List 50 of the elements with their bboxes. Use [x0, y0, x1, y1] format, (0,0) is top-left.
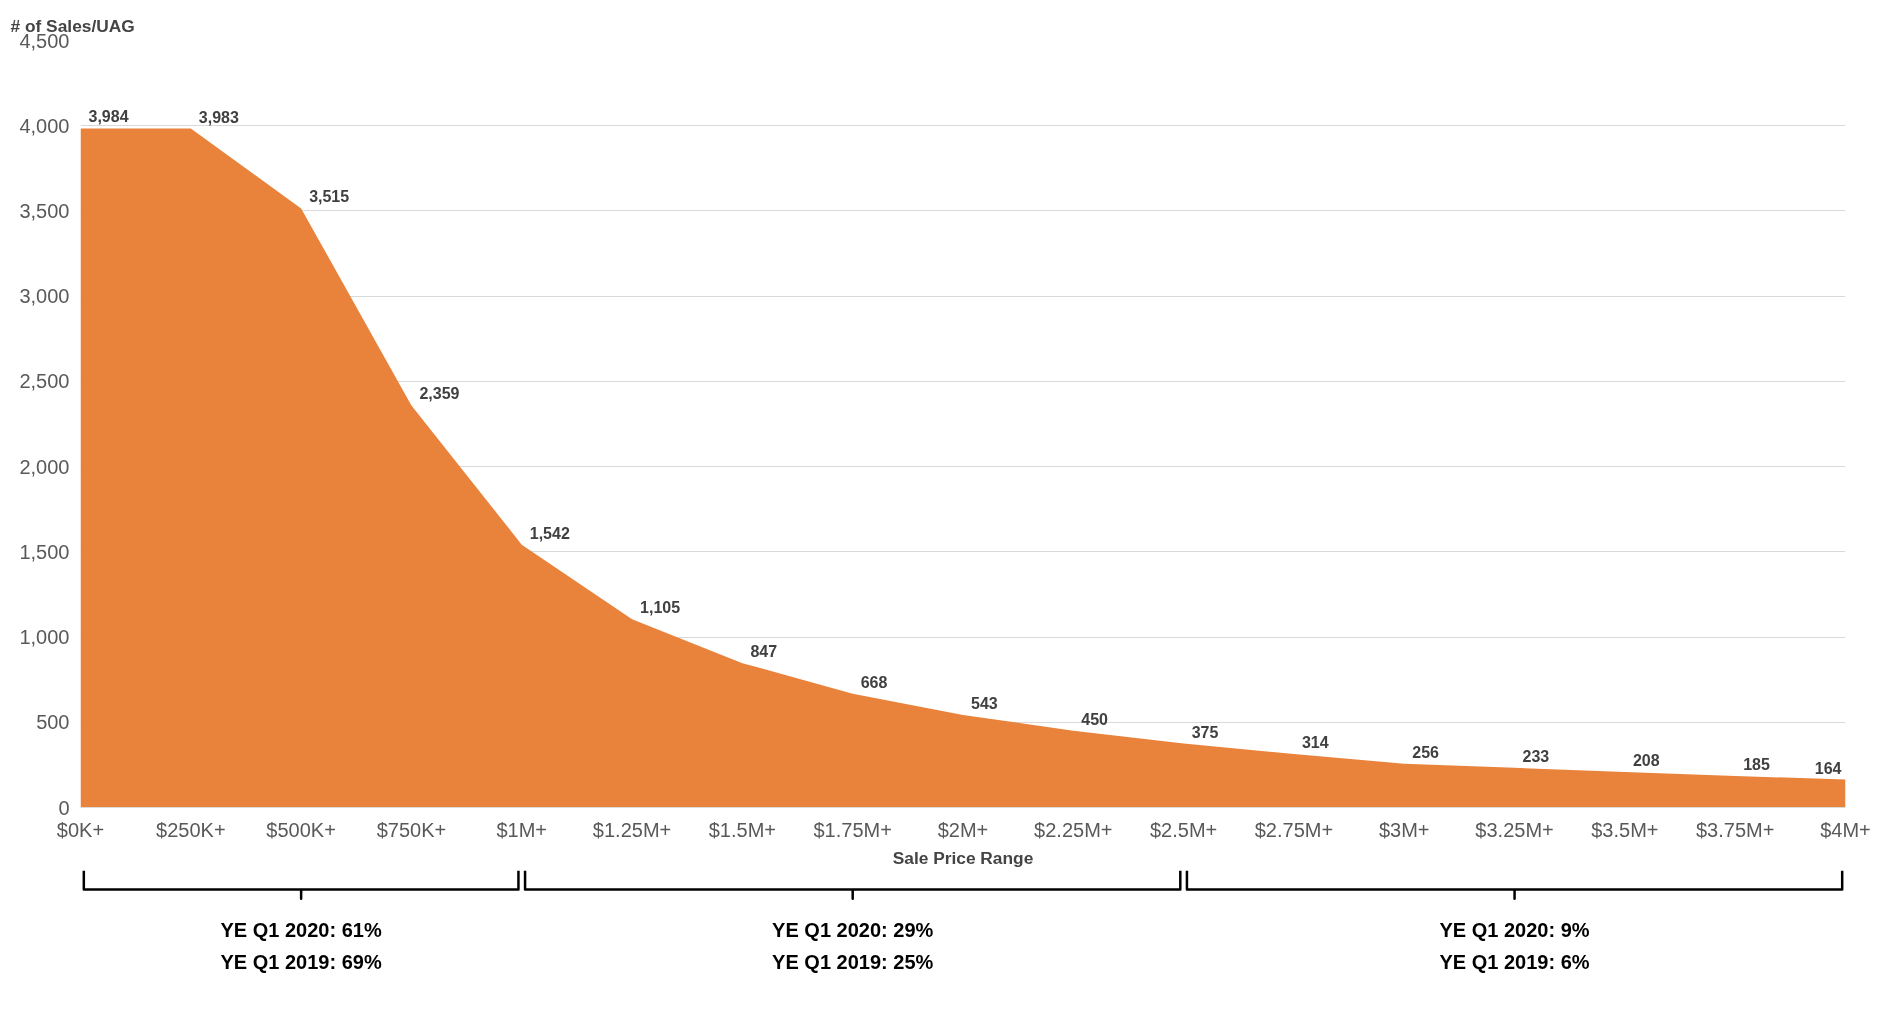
data-label: 3,984: [88, 108, 129, 126]
text: YE Q1 2019: 25%: [772, 951, 934, 974]
x-tick-label: $3.5M+: [1591, 818, 1659, 841]
data-label: 208: [1632, 752, 1660, 770]
y-tick-label: 3,000: [19, 285, 70, 308]
data-label: 3,515: [309, 188, 350, 206]
y-tick-label: 2,000: [19, 455, 70, 478]
x-tick-label: $500K+: [266, 818, 336, 841]
x-tick-label: $3.25M+: [1475, 818, 1554, 841]
data-label: 3,983: [198, 108, 239, 126]
x-tick-label: $4M+: [1820, 818, 1871, 841]
data-label: 2,359: [419, 385, 460, 403]
data-label: 847: [750, 643, 778, 661]
x-tick-label: $1.5M+: [708, 818, 777, 841]
x-tick-label: $2.25M+: [1034, 818, 1113, 841]
x-tick-label: $3M+: [1378, 818, 1430, 841]
y-tick-label: 0: [58, 796, 70, 819]
x-tick-label: $1.25M+: [592, 818, 672, 841]
text: YE Q1 2019: 69%: [220, 951, 382, 974]
x-tick-label: $2.5M+: [1149, 818, 1218, 841]
x-tick-label: $1.75M+: [813, 818, 892, 841]
y-tick-label: 3,500: [19, 199, 70, 222]
y-tick-label: 500: [36, 711, 70, 734]
data-label: 543: [971, 694, 998, 712]
data-label: 164: [1814, 759, 1842, 777]
text: YE Q1 2020: 61%: [220, 918, 382, 941]
text: YE Q1 2020: 29%: [772, 918, 934, 941]
data-label: 375: [1191, 723, 1219, 741]
data-label: 1,542: [529, 524, 570, 542]
y-tick-label: 1,500: [19, 540, 70, 563]
x-tick-label: $2.75M+: [1254, 818, 1334, 841]
data-label: 450: [1081, 710, 1109, 728]
x-axis-title: Sale Price Range: [892, 847, 1034, 868]
data-label: 233: [1522, 747, 1550, 765]
x-tick-label: $250K+: [156, 818, 226, 841]
data-label: 314: [1301, 733, 1329, 751]
data-label: 1,105: [640, 599, 681, 617]
text: YE Q1 2020: 9%: [1439, 918, 1590, 941]
data-label: 256: [1412, 743, 1440, 761]
text: YE Q1 2019: 6%: [1439, 951, 1590, 974]
y-tick-label: 2,500: [19, 370, 70, 393]
x-tick-label: $3.75M+: [1695, 818, 1775, 841]
x-tick-label: $1M+: [496, 818, 548, 841]
y-tick-label: 1,000: [19, 626, 70, 649]
x-tick-label: $2M+: [937, 818, 989, 841]
x-tick-label: $0K+: [56, 818, 105, 841]
data-label: 668: [860, 673, 888, 691]
data-label: 185: [1743, 755, 1770, 773]
x-tick-label: $750K+: [376, 818, 447, 841]
y-tick-label: 4,000: [19, 114, 70, 137]
